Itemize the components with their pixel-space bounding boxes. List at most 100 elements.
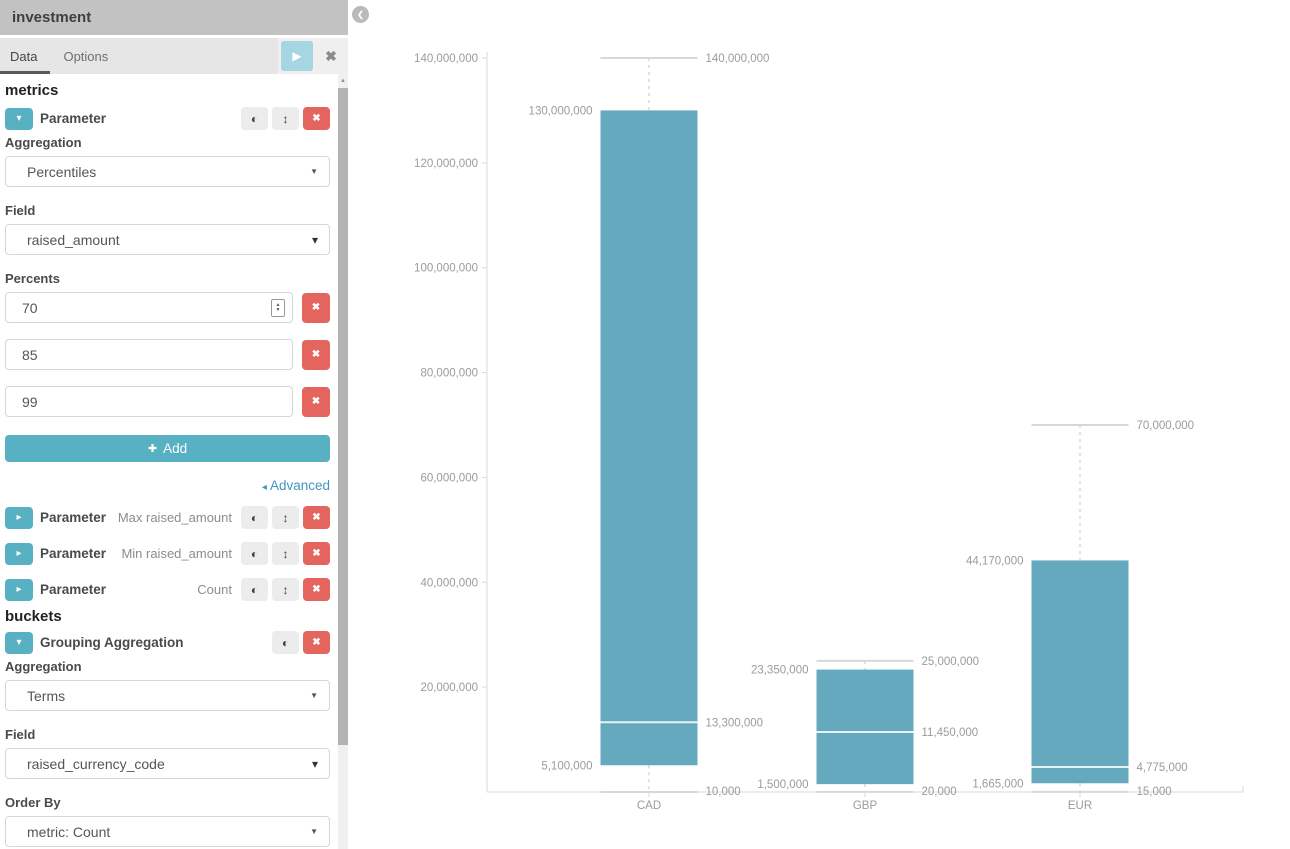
y-tick-label: 100,000,000 (414, 263, 478, 275)
x-category-label: GBP (853, 800, 878, 812)
move-button[interactable]: ↕ (272, 542, 299, 565)
toggle-visibility-button[interactable]: ◐ (272, 631, 299, 654)
move-button[interactable]: ↕ (272, 107, 299, 130)
box-EUR[interactable] (1031, 560, 1129, 784)
tab-options[interactable]: Options (63, 48, 109, 64)
y-tick-label: 80,000,000 (420, 368, 478, 380)
move-vertical-icon: ↕ (282, 546, 289, 561)
percent-input-2[interactable] (22, 393, 285, 410)
order-by-label: Order By (5, 795, 61, 810)
expand-metric-button[interactable]: ▸ (5, 578, 33, 601)
p70-label: 5,100,000 (541, 760, 592, 772)
y-tick-label: 20,000,000 (420, 682, 478, 694)
bucket-field-label: Field (5, 727, 36, 742)
tab-data[interactable]: Data (0, 38, 50, 74)
remove-bucket-button[interactable]: ✖ (303, 631, 330, 654)
metric-row-buttons: ◐ ↕ ✖ (241, 107, 330, 130)
percentile-boxplot-chart: 20,000,000 40,000,000 60,000,000 80,000,000… (414, 52, 1244, 812)
chevron-down-icon: ▾ (16, 113, 22, 124)
select-arrow-icon: ▼ (310, 691, 318, 700)
metric-parameter-desc: Max raised_amount (117, 510, 232, 525)
box-CAD[interactable] (600, 110, 698, 766)
chevron-down-icon: ▾ (16, 637, 22, 648)
toggle-icon: ◐ (250, 582, 259, 597)
remove-percent-button[interactable]: ✖ (302, 386, 330, 417)
max-label: 140,000,000 (706, 53, 770, 65)
add-button-label: Add (163, 441, 188, 456)
toggle-icon: ◐ (250, 510, 259, 525)
x-category-label: EUR (1068, 800, 1092, 812)
metric-parameter-row: ▾ Parameter ◐ ↕ ✖ (5, 107, 330, 130)
chevron-left-icon: ❮ (357, 10, 364, 19)
remove-metric-button[interactable]: ✖ (303, 107, 330, 130)
y-tick-label: 140,000,000 (414, 53, 478, 65)
toggle-visibility-button[interactable]: ◐ (241, 542, 268, 565)
toggle-visibility-button[interactable]: ◐ (241, 506, 268, 529)
metric-parameter-label: Parameter (40, 111, 107, 126)
toggle-visibility-button[interactable]: ◐ (241, 107, 268, 130)
bucket-aggregation-label: Aggregation (5, 659, 82, 674)
remove-percent-button[interactable]: ✖ (302, 292, 330, 323)
vis-editor-sidebar: investment Data Options ▶ ✖ metrics ▾ (0, 0, 348, 849)
bucket-label: Grouping Aggregation (40, 635, 184, 650)
percent-field-0: ▲ ▼ (5, 292, 293, 323)
tab-bar: Data Options ▶ ✖ (0, 38, 348, 74)
aggregation-select-value: Percentiles (27, 163, 97, 180)
collapse-bucket-button[interactable]: ▾ (5, 631, 33, 654)
percent-field-2 (5, 386, 293, 417)
buckets-heading: buckets (5, 608, 62, 625)
field-label: Field (5, 203, 36, 218)
percent-row: ✖ (5, 386, 330, 417)
remove-icon: ✖ (311, 349, 321, 360)
remove-icon: ✖ (312, 113, 321, 124)
remove-metric-button[interactable]: ✖ (303, 506, 330, 529)
aggregation-select[interactable]: Percentiles ▼ (5, 156, 330, 187)
bucket-aggregation-select[interactable]: Terms ▼ (5, 680, 330, 711)
move-button[interactable]: ↕ (272, 578, 299, 601)
sidebar-scrollbar[interactable]: ▲ (338, 74, 348, 849)
stepper-down-icon: ▼ (275, 306, 281, 313)
toggle-icon: ◐ (250, 111, 259, 126)
remove-icon: ✖ (311, 302, 321, 313)
percent-input-1[interactable] (22, 346, 285, 363)
toggle-visibility-button[interactable]: ◐ (241, 578, 268, 601)
collapse-metric-button[interactable]: ▾ (5, 107, 33, 130)
remove-metric-button[interactable]: ✖ (303, 578, 330, 601)
collapse-sidebar-button[interactable]: ❮ (352, 6, 369, 23)
order-by-select[interactable]: metric: Count ▼ (5, 816, 330, 847)
box-GBP[interactable] (816, 669, 914, 785)
remove-percent-button[interactable]: ✖ (302, 339, 330, 370)
add-percent-button[interactable]: ✚ Add (5, 435, 330, 462)
min-label: 10,000 (706, 786, 741, 798)
metric-row-buttons: ◐ ↕ ✖ (241, 506, 330, 529)
scroll-up-icon[interactable]: ▲ (340, 77, 346, 84)
x-category-label: CAD (637, 800, 661, 812)
percent-input-0[interactable] (22, 299, 271, 316)
move-button[interactable]: ↕ (272, 506, 299, 529)
move-vertical-icon: ↕ (282, 111, 289, 126)
expand-metric-button[interactable]: ▸ (5, 542, 33, 565)
bucket-field-select[interactable]: raised_currency_code ▾ (5, 748, 330, 779)
advanced-link[interactable]: ◂ Advanced (5, 478, 330, 493)
advanced-arrow-icon: ◂ (261, 482, 267, 493)
p99-label: 44,170,000 (966, 555, 1024, 567)
scrollbar-thumb[interactable] (338, 88, 348, 745)
field-select[interactable]: raised_amount ▾ (5, 224, 330, 255)
plus-icon: ✚ (147, 443, 158, 455)
remove-metric-button[interactable]: ✖ (303, 542, 330, 565)
number-stepper-icon[interactable]: ▲ ▼ (271, 298, 285, 317)
metric-row-buttons: ◐ ↕ ✖ (241, 542, 330, 565)
chevron-right-icon: ▸ (16, 548, 22, 559)
combo-arrow-icon: ▾ (311, 232, 318, 247)
apply-changes-button[interactable]: ▶ (281, 41, 313, 71)
move-vertical-icon: ↕ (282, 582, 289, 597)
combo-arrow-icon: ▾ (311, 756, 318, 771)
move-vertical-icon: ↕ (282, 510, 289, 525)
p70-label: 1,665,000 (972, 778, 1023, 790)
advanced-link-label: Advanced (269, 478, 330, 493)
expand-metric-button[interactable]: ▸ (5, 506, 33, 529)
max-label: 70,000,000 (1137, 420, 1195, 432)
metric-parameter-desc: Count (197, 582, 232, 597)
close-icon: ✖ (325, 47, 337, 64)
discard-changes-button[interactable]: ✖ (319, 41, 343, 71)
